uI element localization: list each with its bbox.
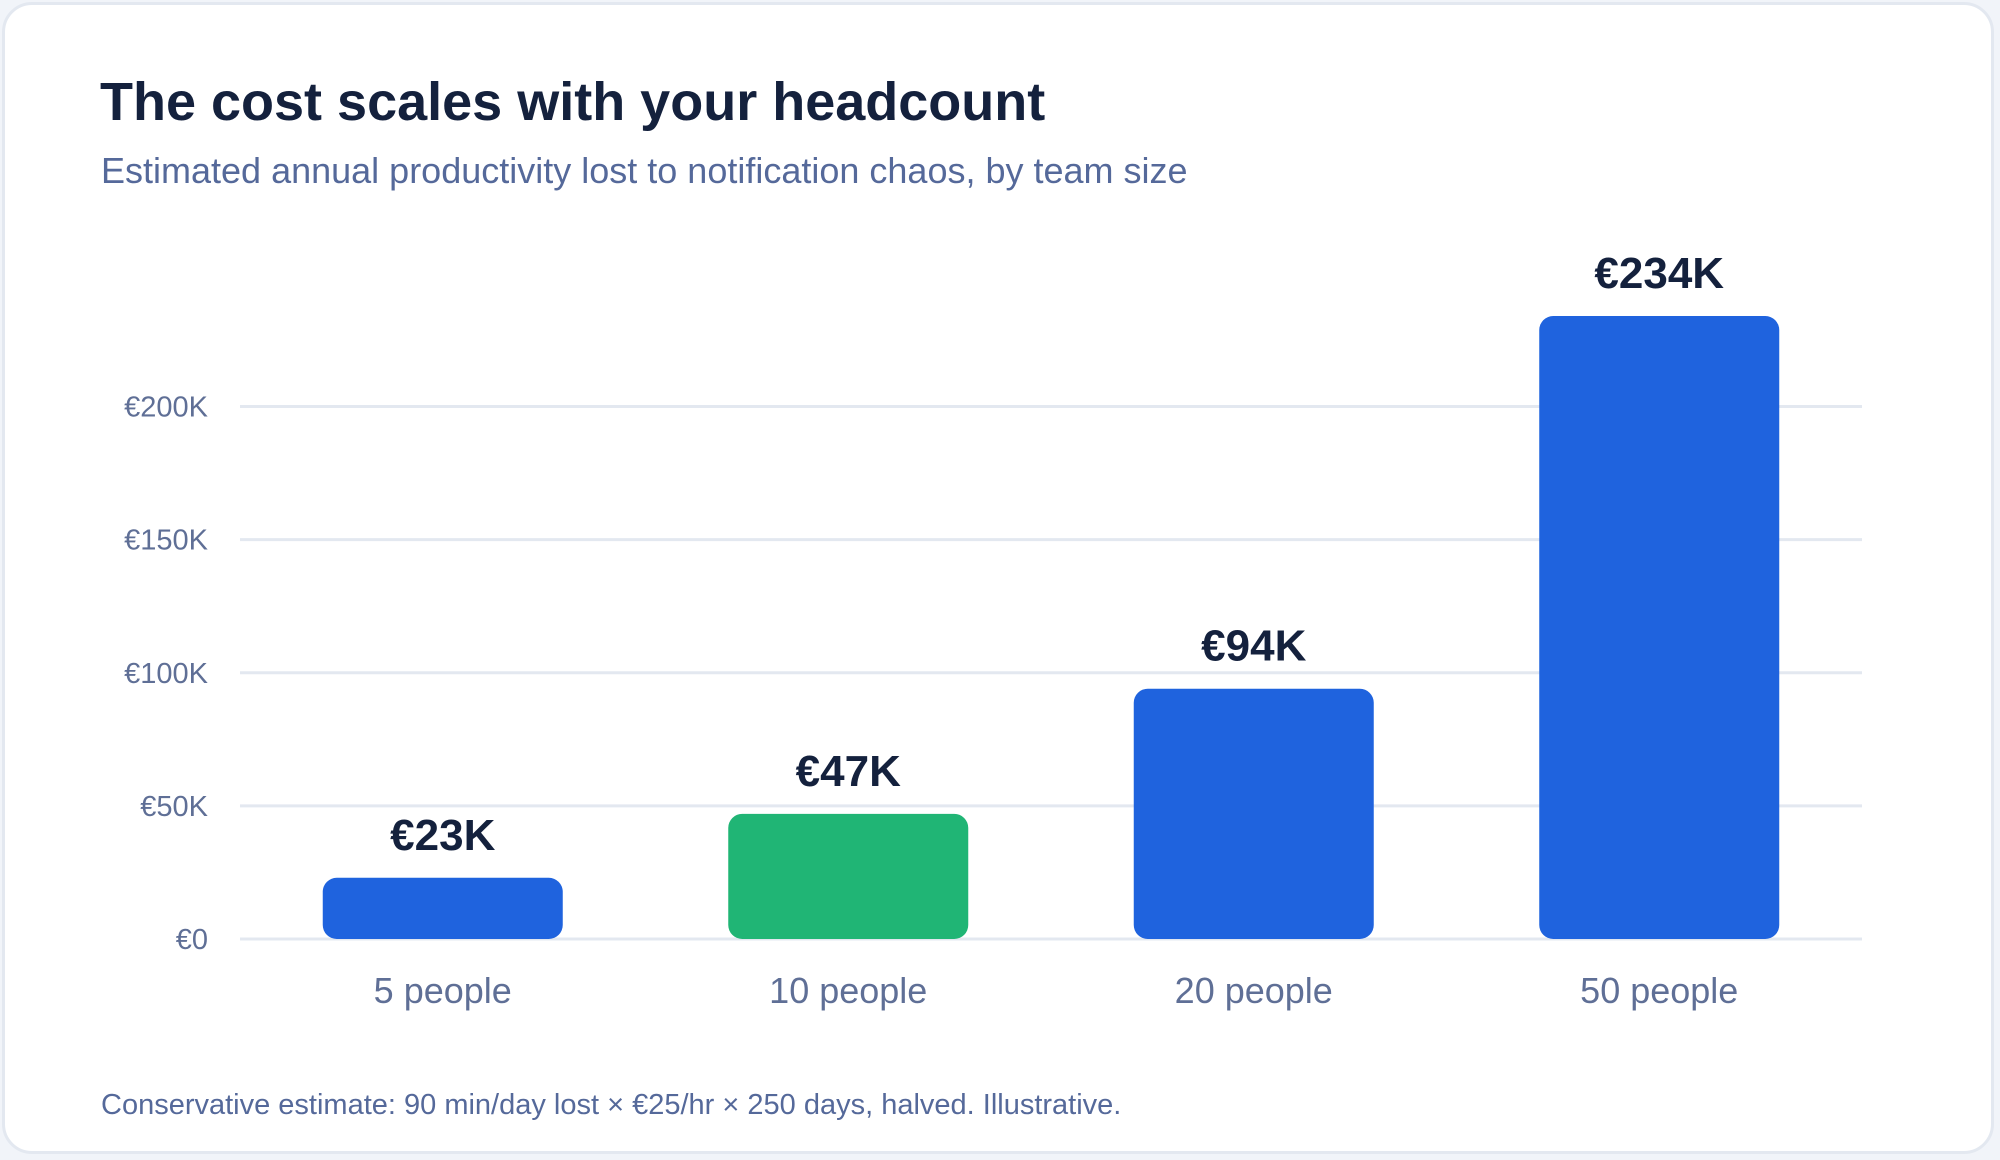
x-tick-label: 10 people xyxy=(769,970,927,1011)
bar xyxy=(322,877,563,939)
x-axis-ticks: 5 people 10 people 20 people 50 people xyxy=(374,970,1739,1011)
bar xyxy=(1539,316,1780,939)
bar-value-label: €94K xyxy=(1201,622,1306,671)
bars xyxy=(322,316,1780,939)
y-tick-label: €0 xyxy=(176,924,208,956)
chart-title: The cost scales with your headcount xyxy=(100,72,1046,132)
y-tick-label: €150K xyxy=(124,525,209,557)
value-labels: €23K €47K €94K €234K xyxy=(390,249,1724,860)
y-tick-label: €100K xyxy=(124,658,209,690)
x-tick-label: 5 people xyxy=(374,970,512,1011)
x-tick-label: 20 people xyxy=(1175,970,1333,1011)
bar-value-label: €234K xyxy=(1594,249,1724,298)
bar-value-label: €47K xyxy=(796,747,901,796)
x-tick-label: 50 people xyxy=(1580,970,1738,1011)
y-axis-ticks: €0 €50K €100K €150K €200K xyxy=(124,392,209,956)
bar xyxy=(1133,688,1374,939)
bar xyxy=(728,813,969,939)
chart-footnote: Conservative estimate: 90 min/day lost ×… xyxy=(101,1089,1122,1121)
chart-subtitle: Estimated annual productivity lost to no… xyxy=(101,150,1188,191)
y-tick-label: €50K xyxy=(140,791,208,823)
y-tick-label: €200K xyxy=(124,392,209,424)
bar-value-label: €23K xyxy=(390,811,495,860)
